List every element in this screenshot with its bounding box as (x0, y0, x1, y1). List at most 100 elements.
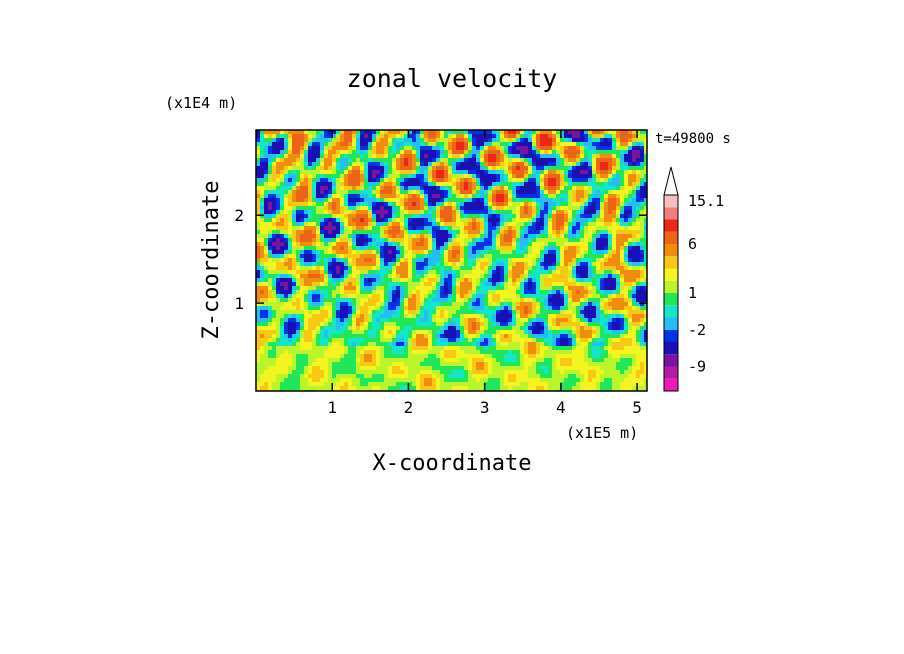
heatmap-cell (384, 294, 389, 299)
heatmap-cell (600, 286, 605, 291)
heatmap-cell (296, 134, 301, 139)
heatmap-cell (340, 330, 345, 335)
heatmap-cell (368, 194, 373, 199)
heatmap-cell (308, 230, 313, 235)
heatmap-cell (560, 146, 565, 151)
heatmap-cell (444, 310, 449, 315)
heatmap-cell (348, 274, 353, 279)
heatmap-cell (392, 162, 397, 167)
heatmap-cell (368, 162, 373, 167)
heatmap-cell (388, 226, 393, 231)
heatmap-cell (328, 186, 333, 191)
heatmap-cell (440, 146, 445, 151)
heatmap-cell (260, 274, 265, 279)
heatmap-cell (452, 270, 457, 275)
heatmap-cell (456, 258, 461, 263)
heatmap-cell (624, 294, 629, 299)
heatmap-cell (272, 318, 277, 323)
heatmap-cell (392, 266, 397, 271)
heatmap-cell (428, 162, 433, 167)
heatmap-cell (588, 290, 593, 295)
heatmap-cell (368, 242, 373, 247)
heatmap-cell (524, 310, 529, 315)
heatmap-cell (488, 222, 493, 227)
heatmap-cell (528, 222, 533, 227)
heatmap-cell (604, 250, 609, 255)
heatmap-cell (348, 238, 353, 243)
heatmap-cell (604, 242, 609, 247)
heatmap-cell (416, 158, 421, 163)
heatmap-cell (632, 130, 637, 135)
heatmap-cell (416, 166, 421, 171)
heatmap-cell (568, 210, 573, 215)
heatmap-cell (480, 178, 485, 183)
heatmap-cell (468, 262, 473, 267)
heatmap-cell (516, 322, 521, 327)
heatmap-cell (448, 166, 453, 171)
heatmap-cell (580, 306, 585, 311)
heatmap-cell (580, 134, 585, 139)
heatmap-cell (268, 186, 273, 191)
heatmap-cell (476, 290, 481, 295)
heatmap-cell (380, 298, 385, 303)
heatmap-cell (416, 282, 421, 287)
heatmap-cell (364, 326, 369, 331)
heatmap-cell (276, 190, 281, 195)
heatmap-cell (528, 290, 533, 295)
heatmap-cell (348, 270, 353, 275)
heatmap-cell (624, 254, 629, 259)
heatmap-cell (316, 314, 321, 319)
heatmap-cell (360, 206, 365, 211)
heatmap-cell (292, 294, 297, 299)
heatmap-cell (292, 246, 297, 251)
heatmap-cell (400, 254, 405, 259)
heatmap-cell (420, 210, 425, 215)
heatmap-cell (432, 134, 437, 139)
heatmap-cell (596, 174, 601, 179)
heatmap-cell (432, 174, 437, 179)
heatmap-cell (584, 130, 589, 135)
heatmap-cell (424, 134, 429, 139)
heatmap-cell (292, 262, 297, 267)
heatmap-cell (468, 298, 473, 303)
heatmap-cell (428, 150, 433, 155)
heatmap-cell (496, 186, 501, 191)
heatmap-cell (268, 166, 273, 171)
heatmap-cell (584, 198, 589, 203)
heatmap-cell (452, 322, 457, 327)
heatmap-cell (392, 306, 397, 311)
heatmap-cell (440, 290, 445, 295)
heatmap-cell (436, 134, 441, 139)
heatmap-cell (284, 190, 289, 195)
heatmap-cell (540, 158, 545, 163)
heatmap-cell (308, 158, 313, 163)
heatmap-cell (488, 234, 493, 239)
heatmap-cell (460, 254, 465, 259)
heatmap-cell (308, 246, 313, 251)
heatmap-cell (640, 202, 645, 207)
heatmap-cell (296, 166, 301, 171)
heatmap-cell (388, 250, 393, 255)
heatmap-cell (608, 214, 613, 219)
heatmap-cell (408, 262, 413, 267)
heatmap-cell (536, 222, 541, 227)
heatmap-cell (612, 150, 617, 155)
heatmap-cell (292, 290, 297, 295)
heatmap-cell (308, 238, 313, 243)
heatmap-cell (636, 210, 641, 215)
heatmap-cell (588, 262, 593, 267)
heatmap-cell (336, 322, 341, 327)
heatmap-cell (572, 206, 577, 211)
heatmap-cell (564, 318, 569, 323)
heatmap-cell (456, 254, 461, 259)
heatmap-cell (352, 298, 357, 303)
heatmap-cell (472, 166, 477, 171)
heatmap-cell (500, 198, 505, 203)
heatmap-cell (488, 130, 493, 135)
heatmap-cell (440, 194, 445, 199)
heatmap-cell (416, 246, 421, 251)
heatmap-cell (364, 150, 369, 155)
heatmap-cell (640, 270, 645, 275)
heatmap-cell (268, 286, 273, 291)
heatmap-cell (644, 266, 647, 271)
